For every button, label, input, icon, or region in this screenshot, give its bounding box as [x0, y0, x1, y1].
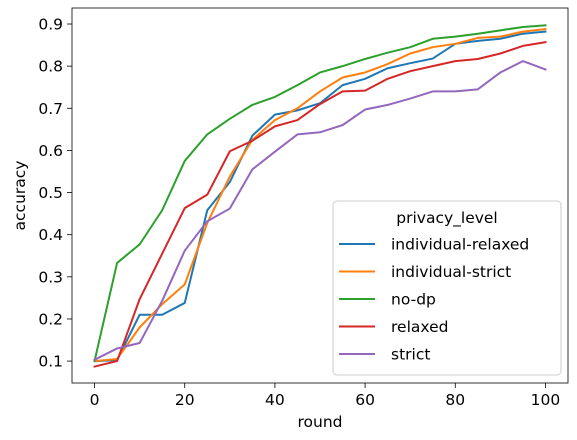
legend-label-strict: strict: [391, 346, 430, 364]
series-line-individual-strict: [93, 27, 547, 363]
legend-label-no-dp: no-dp: [391, 291, 436, 309]
y-tick-label: 0.7: [38, 100, 63, 118]
legend: privacy_level individual-relaxed individu…: [332, 200, 562, 376]
y-tick-label: 0.2: [38, 310, 63, 328]
y-axis-ticks: 0.1 0.2 0.3 0.4 0.5 0.6 0.7 0.8 0.9: [38, 16, 72, 371]
legend-label-relaxed: relaxed: [391, 318, 448, 336]
y-tick-label: 0.4: [38, 226, 63, 244]
y-tick-label: 0.5: [38, 184, 63, 202]
x-axis-ticks: 0 20 40 60 80 100: [90, 383, 561, 409]
legend-box: [332, 200, 562, 376]
y-tick-label: 0.1: [38, 353, 63, 371]
legend-title: privacy_level: [396, 209, 498, 228]
x-tick-label: 60: [355, 391, 375, 409]
series-line-no-dp: [93, 24, 547, 363]
y-tick-label: 0.9: [38, 16, 63, 34]
x-axis-label: round: [297, 413, 342, 431]
plot-frame: [71, 7, 569, 384]
y-tick-label: 0.3: [38, 268, 63, 286]
y-tick-label: 0.8: [38, 58, 63, 76]
legend-label-individual-relaxed: individual-relaxed: [391, 236, 529, 254]
x-tick-label: 80: [445, 391, 465, 409]
x-tick-label: 20: [175, 391, 195, 409]
x-tick-label: 0: [90, 391, 100, 409]
y-axis-label: accuracy: [11, 161, 29, 231]
series-line-strict: [93, 60, 547, 362]
x-tick-label: 40: [265, 391, 285, 409]
series-layer: [93, 24, 547, 368]
series-line-relaxed: [93, 40, 547, 368]
legend-label-individual-strict: individual-strict: [391, 263, 511, 281]
x-tick-label: 100: [531, 391, 561, 409]
y-tick-label: 0.6: [38, 142, 63, 160]
